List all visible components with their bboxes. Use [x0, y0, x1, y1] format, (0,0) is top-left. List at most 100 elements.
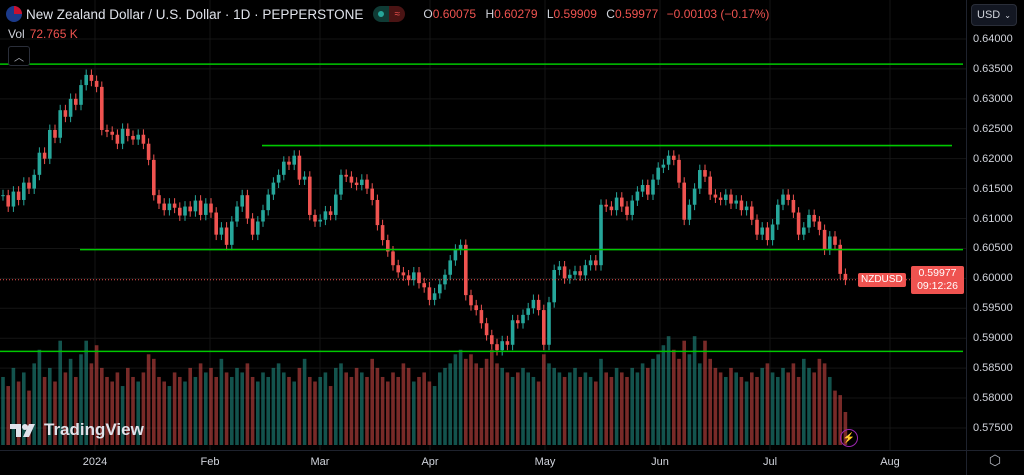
candle-body: [214, 212, 218, 235]
candle-body: [79, 85, 83, 105]
volume-bar: [219, 358, 224, 445]
candle-body: [282, 161, 286, 175]
candle-body: [136, 134, 140, 140]
volume-bar: [339, 363, 343, 445]
volume-bar: [843, 412, 848, 445]
candle-body: [438, 284, 442, 294]
volume-bar: [516, 372, 520, 445]
volume-bar: [536, 381, 541, 445]
volume-bar: [131, 376, 135, 445]
volume-bar: [484, 358, 489, 445]
candle-body: [396, 265, 400, 273]
volume-bar: [646, 367, 650, 445]
price-chart[interactable]: [0, 0, 966, 450]
candle-body: [802, 227, 806, 235]
candle-body: [224, 227, 229, 245]
volume-bar: [526, 372, 530, 445]
candle-body: [297, 155, 302, 180]
candle-body: [609, 206, 614, 211]
candle-body: [677, 159, 681, 183]
volume-bar: [11, 367, 16, 445]
candle-body: [360, 179, 364, 186]
candle-body: [63, 110, 68, 117]
candle-body: [427, 287, 432, 300]
chevron-up-icon: ︿: [14, 52, 24, 64]
close-label: C: [606, 7, 615, 21]
candle-body: [703, 170, 707, 177]
price-tick: 0.58500: [973, 362, 1013, 375]
volume-bar: [230, 376, 234, 445]
volume-bar: [178, 376, 182, 445]
volume-bar: [406, 367, 411, 445]
candle-body: [6, 195, 10, 207]
volume-bar: [531, 376, 536, 445]
candle-body: [406, 275, 411, 281]
price-tick: 0.62500: [973, 122, 1013, 135]
settings-icon[interactable]: ⬡: [988, 451, 1002, 468]
volume-bar: [505, 372, 510, 445]
time-axis-divider: [0, 450, 1024, 451]
volume-bar: [42, 376, 47, 445]
tradingview-logo[interactable]: TradingView: [10, 420, 144, 440]
volume-bar: [6, 386, 10, 445]
candle-body: [521, 314, 525, 324]
volume-bar: [22, 372, 26, 445]
candle-body: [474, 305, 478, 311]
lightning-icon[interactable]: ⚡: [840, 429, 858, 447]
volume-bar: [209, 367, 213, 445]
candle-body: [838, 244, 842, 274]
candle-body: [843, 273, 848, 280]
candle-body: [141, 134, 146, 144]
candle-body: [42, 152, 47, 159]
candle-body: [729, 194, 733, 204]
volume-bar: [422, 372, 426, 445]
high-value: 0.60279: [494, 7, 538, 21]
symbol-title[interactable]: New Zealand Dollar / U.S. Dollar · 1D · …: [26, 6, 364, 22]
candle-body: [812, 214, 816, 222]
candle-body: [791, 199, 796, 213]
candle-body: [323, 211, 328, 220]
candle-body: [152, 159, 156, 196]
collapse-legend-button[interactable]: ︿: [8, 46, 30, 66]
date-tick: Mar: [310, 456, 330, 468]
volume-bar: [739, 376, 744, 445]
candle-body: [344, 174, 348, 177]
volume-bar: [214, 376, 218, 445]
candle-body: [640, 185, 645, 192]
candle-body: [401, 272, 406, 276]
volume-bar: [614, 367, 619, 445]
candle-body: [370, 188, 374, 200]
volume-bar: [635, 372, 640, 445]
candle-body: [48, 129, 52, 159]
candle-body: [412, 272, 416, 281]
low-value: 0.59909: [553, 7, 597, 21]
status-badges[interactable]: ≈: [373, 6, 406, 22]
candle-body: [786, 194, 790, 200]
candle-body: [126, 128, 130, 136]
volume-bar: [542, 354, 546, 445]
market-open-icon: [373, 6, 390, 22]
volume-bar: [817, 358, 822, 445]
volume-bar: [568, 372, 572, 445]
candle-body: [204, 203, 208, 215]
price-tick: 0.58000: [973, 392, 1013, 405]
volume-bar: [32, 363, 36, 445]
candle-body: [557, 266, 562, 270]
volume-bar: [588, 376, 593, 445]
volume-bar: [687, 354, 692, 445]
candle-body: [178, 207, 182, 216]
candle-body: [630, 200, 634, 215]
candle-body: [505, 341, 510, 345]
volume-bar: [651, 358, 655, 445]
currency-button[interactable]: USD ⌄: [971, 4, 1017, 26]
volume-bar: [656, 354, 660, 445]
volume-bar: [510, 376, 515, 445]
volume-bar: [198, 363, 203, 445]
volume-bar: [349, 376, 354, 445]
volume-bar: [708, 358, 712, 445]
volume-bar: [27, 390, 31, 445]
candle-body: [391, 251, 395, 266]
volume-bar: [479, 367, 484, 445]
candle-body: [198, 200, 203, 215]
candle-body: [74, 98, 78, 105]
